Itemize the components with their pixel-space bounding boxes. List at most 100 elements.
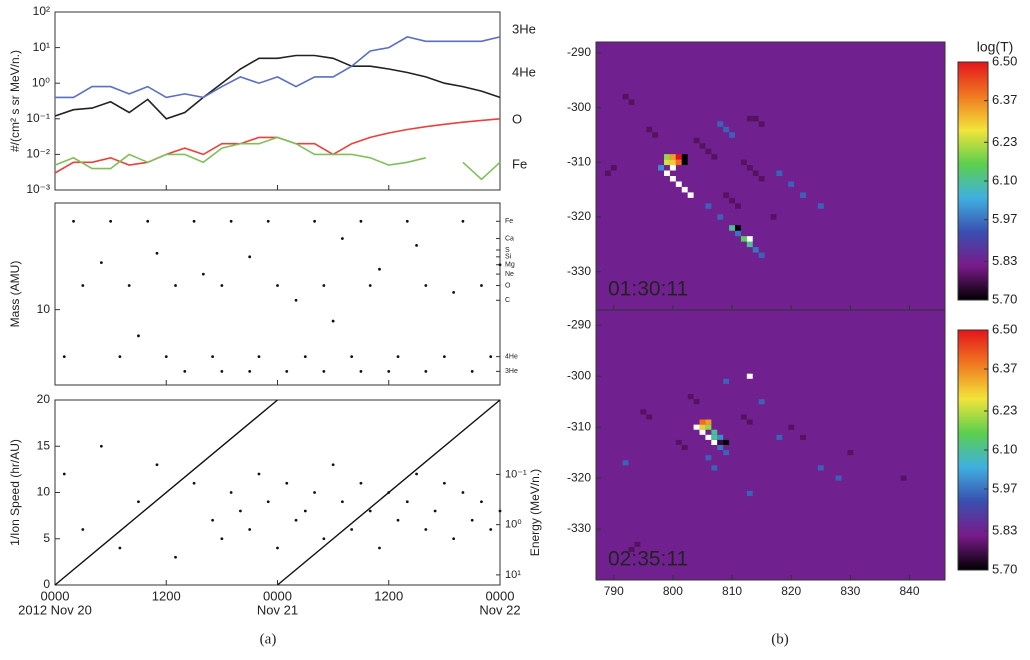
heatmap-cell	[729, 132, 736, 138]
point	[248, 528, 252, 531]
heatmap-cell	[776, 170, 783, 176]
y-axis-label: #/(cm² s sr MeV/n.)	[8, 50, 22, 152]
point	[127, 284, 131, 287]
heatmap-cell	[817, 465, 824, 471]
point	[294, 298, 298, 302]
point	[340, 500, 344, 504]
y-tick-label: 20	[37, 392, 51, 406]
colorbar-tick-label: 6.23	[992, 402, 1017, 417]
y2-tick-label: O	[505, 282, 511, 289]
colorbar	[957, 61, 989, 301]
y-tick-label: -300	[567, 100, 591, 114]
x-date-label: 2012 Nov 20	[18, 602, 92, 617]
point	[415, 472, 418, 476]
heatmap-cell	[640, 409, 647, 415]
heatmap-cell	[669, 176, 676, 182]
point	[442, 481, 446, 485]
colorbar-tick-label: 6.50	[992, 321, 1017, 336]
heatmap-cell	[705, 419, 712, 425]
point	[99, 261, 103, 265]
heatmap-cell	[717, 439, 724, 445]
y2-tick-label: Fe	[505, 218, 513, 225]
point	[257, 355, 261, 359]
point	[331, 463, 335, 467]
heatmap-cell	[705, 455, 712, 461]
plot-frame	[54, 399, 501, 586]
point	[359, 481, 363, 485]
heatmap-cell	[705, 203, 712, 209]
colorbar-tick-label: 6.50	[992, 53, 1017, 68]
point	[424, 528, 428, 531]
point	[248, 369, 252, 373]
heatmap-cell	[735, 203, 741, 209]
heatmap-cell	[758, 399, 765, 405]
point	[266, 219, 270, 223]
y-tick-label: -320	[567, 209, 591, 223]
point	[285, 369, 289, 373]
heatmap-cell	[746, 419, 753, 425]
point	[81, 528, 85, 531]
point	[257, 472, 261, 476]
y-tick-label: -310	[567, 154, 591, 168]
point	[146, 219, 150, 223]
point	[480, 500, 483, 504]
colorbar-tick-label: 6.10	[992, 172, 1017, 187]
y-tick-label: 0	[43, 577, 50, 591]
heatmap-cell	[610, 165, 617, 171]
heatmap-cell	[646, 126, 653, 133]
y-tick-label: 10⁰	[32, 75, 50, 89]
heatmap-cell	[817, 203, 824, 209]
heatmap-cell	[723, 378, 730, 384]
y2-tick-label: 10⁻¹	[505, 468, 527, 480]
point	[452, 537, 456, 541]
point	[461, 491, 465, 494]
y-tick-label: 15	[37, 438, 51, 452]
heatmap-cell	[681, 186, 688, 193]
heatmap-cell	[717, 121, 724, 127]
point	[220, 369, 224, 373]
series-label: 3He	[512, 21, 536, 36]
heatmap-cell	[669, 165, 676, 171]
point	[405, 500, 409, 504]
caption: (b)	[771, 631, 789, 647]
colorbar-tick-label: 6.37	[992, 360, 1017, 375]
heatmap-cell	[699, 424, 706, 430]
x-tick-label: 820	[781, 584, 801, 598]
heatmap-cell	[681, 154, 688, 160]
heatmap-cell	[675, 154, 682, 160]
heatmap-cell	[788, 424, 795, 430]
colorbar-tick-label: 5.83	[992, 253, 1017, 268]
point	[489, 528, 493, 531]
x-date-label: Nov 22	[479, 602, 520, 617]
y2-tick-label: C	[505, 297, 510, 304]
colorbar	[957, 329, 989, 571]
point	[211, 355, 215, 359]
series-line	[54, 136, 501, 181]
heatmap-cell	[847, 450, 854, 456]
x-tick-label: 0000	[41, 588, 70, 603]
heatmap-cell	[664, 159, 670, 166]
colorbar-title: log(T)	[977, 39, 1014, 55]
point	[442, 355, 446, 359]
point	[461, 219, 465, 223]
point	[322, 284, 326, 287]
heatmap-cell	[675, 159, 682, 166]
heatmap-cell	[693, 399, 700, 405]
y-tick-label: -310	[567, 419, 591, 433]
heatmap-cell	[604, 170, 611, 176]
point	[396, 355, 400, 359]
heatmap-cell	[711, 154, 718, 160]
point	[313, 219, 316, 223]
heatmap-cell	[711, 439, 718, 445]
heatmap-cell	[740, 236, 747, 242]
y2-tick-label: S	[505, 247, 510, 254]
caption: (a)	[260, 631, 277, 647]
y-axis-label: Mass (AMU)	[8, 261, 22, 328]
y2-axis-label: Energy (MeV/n.)	[528, 469, 542, 556]
x-tick-label: 840	[899, 584, 919, 598]
point	[368, 509, 372, 513]
point	[72, 219, 75, 223]
point	[220, 284, 224, 287]
heatmap-cell	[735, 225, 741, 231]
